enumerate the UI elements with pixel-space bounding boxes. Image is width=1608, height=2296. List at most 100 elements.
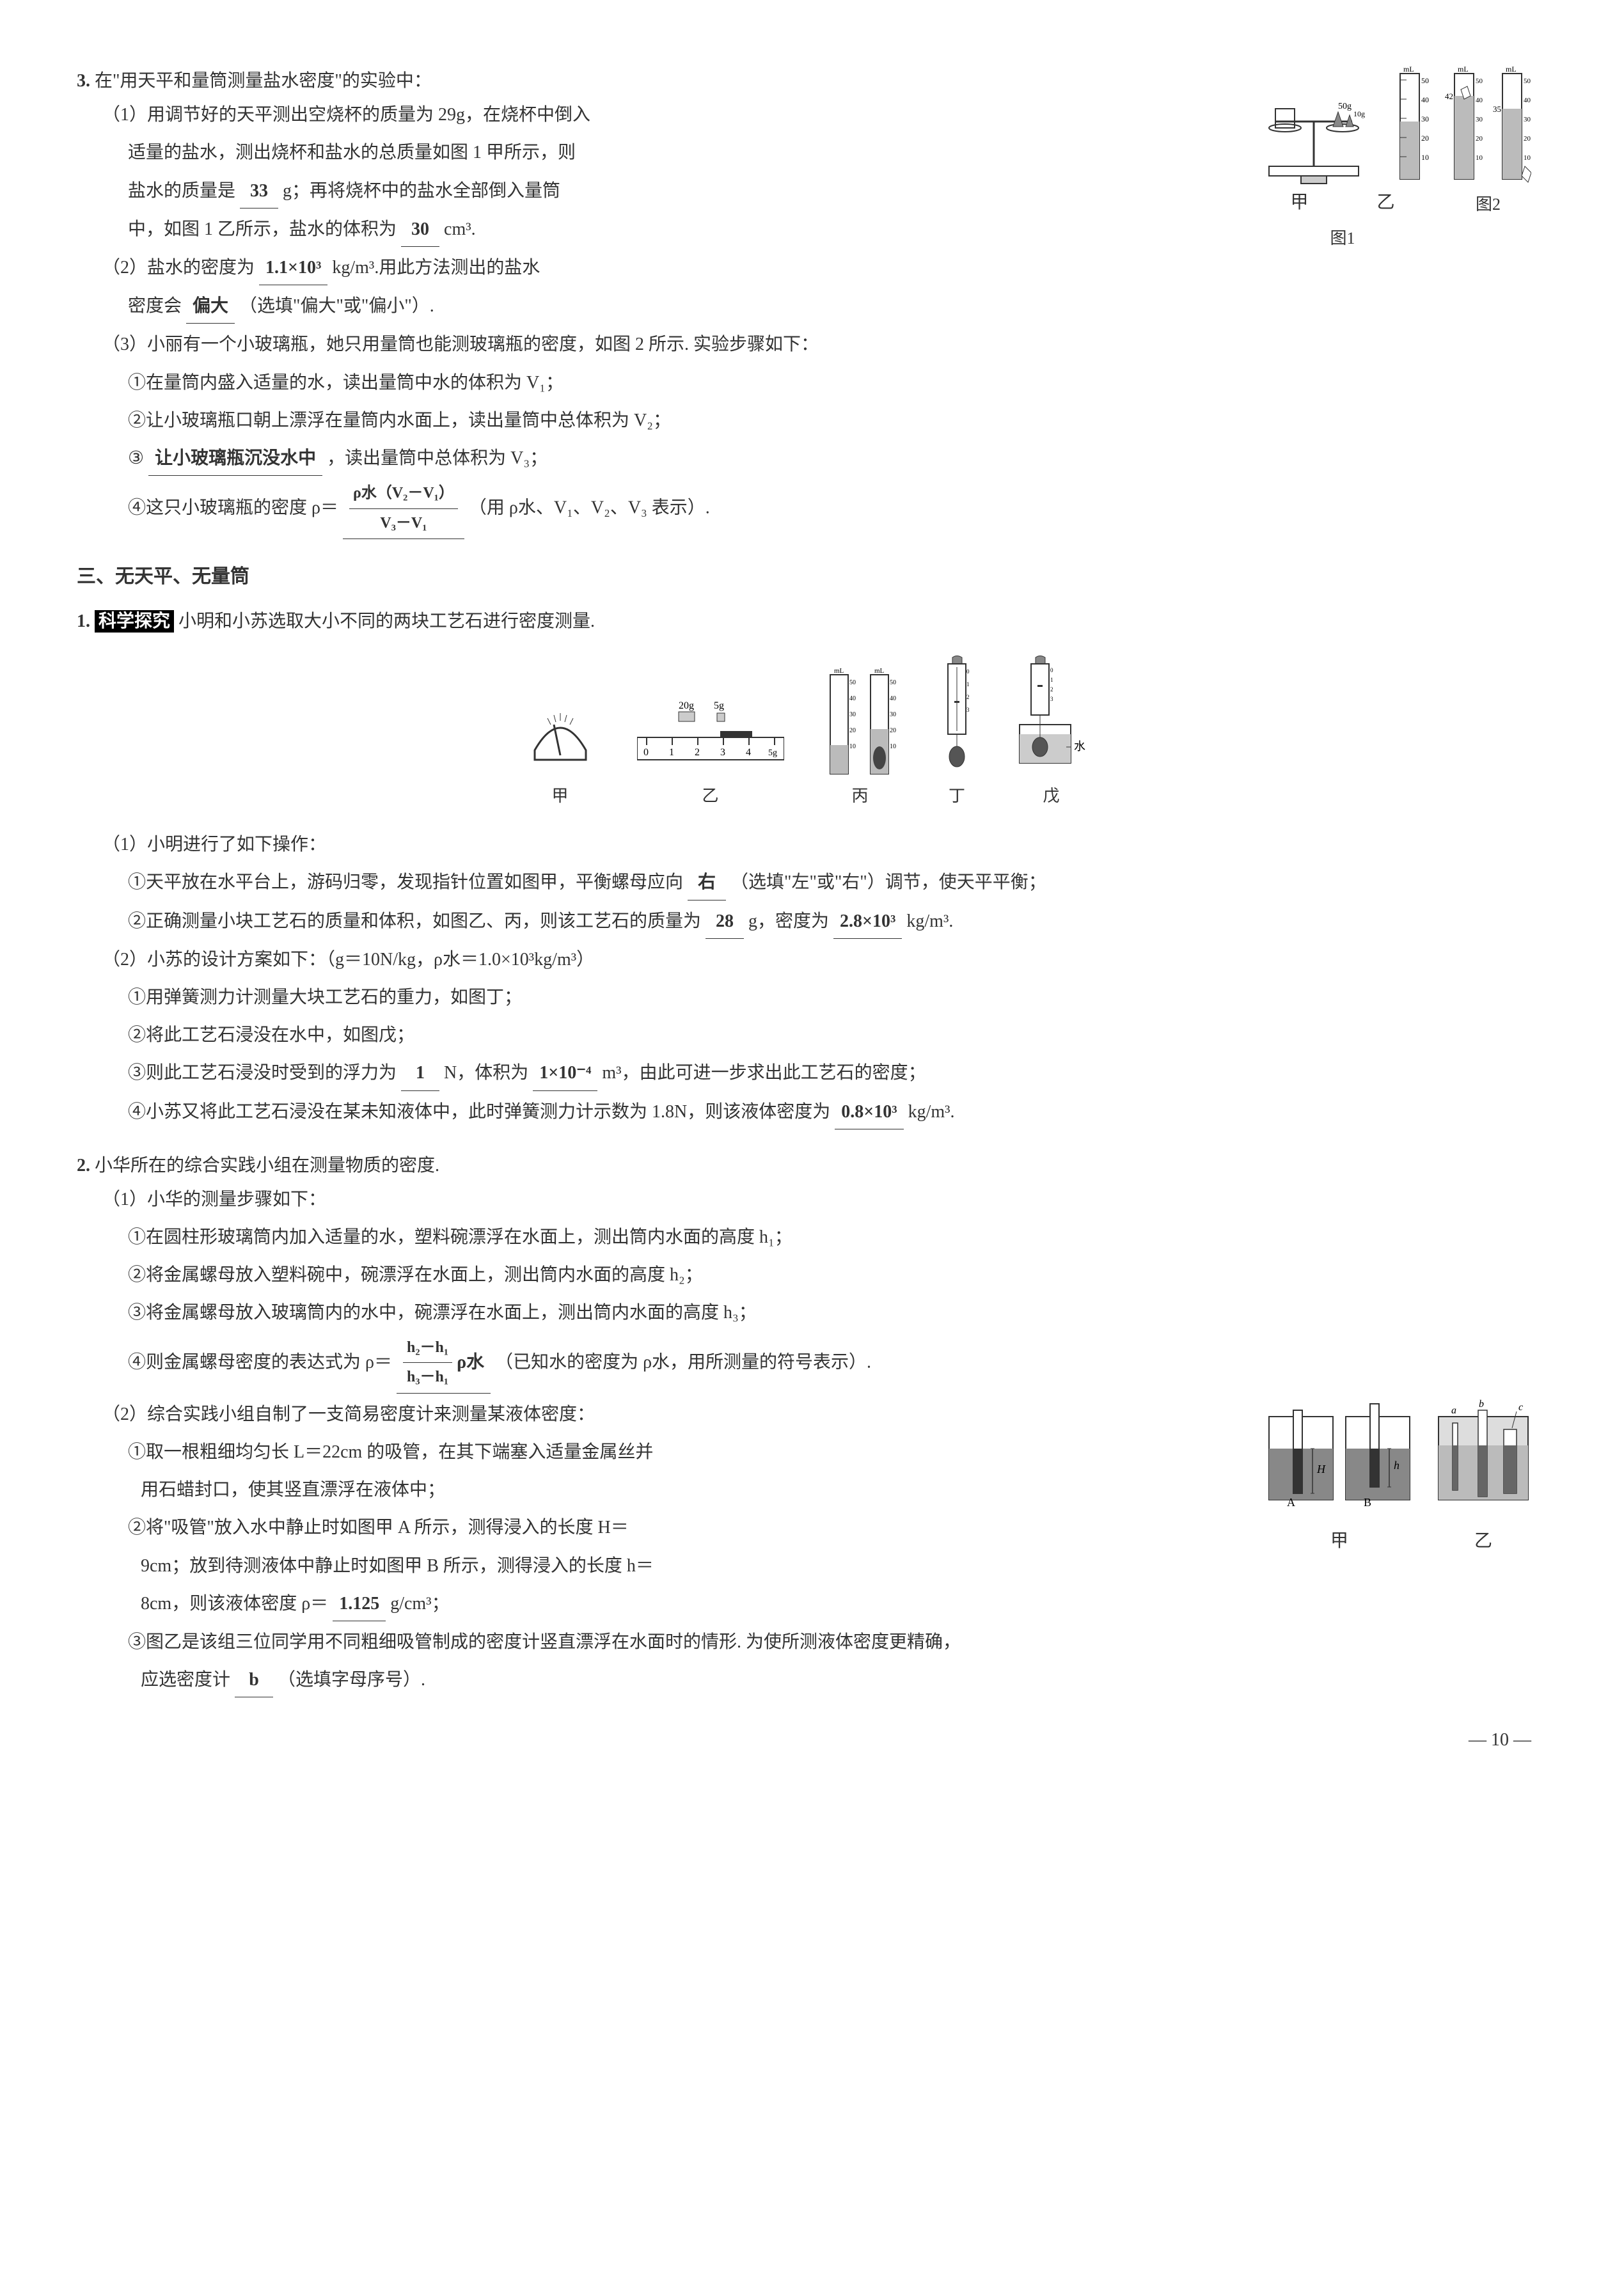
svg-text:mL: mL xyxy=(1506,65,1517,74)
svg-text:40: 40 xyxy=(1476,97,1483,104)
q3-p3-2: ②让小玻璃瓶口朝上漂浮在量筒内水面上，读出量筒中总体积为 V₂； xyxy=(128,404,1531,437)
q3-p3-3: ③ 让小玻璃瓶沉没水中 ，读出量筒中总体积为 V₃； xyxy=(128,441,1531,476)
svg-text:0: 0 xyxy=(966,668,970,675)
q3-p3-stem: （3）小丽有一个小玻璃瓶，她只用量筒也能测玻璃瓶的密度，如图 2 所示. 实验步… xyxy=(102,327,1531,361)
q3-p3-1: ①在量筒内盛入适量的水，读出量筒中水的体积为 V₁； xyxy=(128,366,1531,400)
science-tag: 科学探究 xyxy=(95,610,174,633)
fig-yi: 20g 5g 0 1 2 3 4 5g 乙 xyxy=(637,699,784,812)
fig-label: 甲 xyxy=(1263,1524,1416,1558)
svg-text:40: 40 xyxy=(890,695,896,702)
q1-p2-2: ②将此工艺石浸没在水中，如图戊； xyxy=(128,1018,1531,1052)
text: 中，如图 1 乙所示，盐水的体积为 xyxy=(128,219,397,239)
ruler-weights-icon: 20g 5g 0 1 2 3 4 5g xyxy=(637,699,784,769)
blank-answer: 0.8×10³ xyxy=(835,1095,903,1129)
q2-p2-3a: ③图乙是该组三位同学用不同粗细吸管制成的密度计竖直漂浮在水面时的情形. 为使所测… xyxy=(128,1625,1531,1659)
svg-text:2: 2 xyxy=(966,694,970,700)
q2-p1-1: ①在圆柱形玻璃筒内加入适量的水，塑料碗漂浮在水面上，测出筒内水面的高度 h₁； xyxy=(128,1220,1531,1254)
water-label: 水 xyxy=(1074,740,1085,753)
blank-answer: 33 xyxy=(240,174,278,208)
svg-text:10: 10 xyxy=(1421,153,1429,162)
q2-fig-yi: a b c 乙 xyxy=(1435,1397,1531,1558)
fig-label: 乙 xyxy=(1376,185,1394,219)
svg-text:20g: 20g xyxy=(679,700,694,711)
blank-answer: 右 xyxy=(688,865,726,900)
svg-text:3: 3 xyxy=(966,707,970,713)
fig-label: 甲 xyxy=(522,780,599,812)
section-3-title: 三、无天平、无量筒 xyxy=(77,558,1531,595)
svg-text:a: a xyxy=(1451,1405,1456,1416)
svg-text:20: 20 xyxy=(890,727,896,734)
text: ，读出量筒中总体积为 V₃； xyxy=(327,448,548,468)
q2-p1-stem: （1）小华的测量步骤如下： xyxy=(102,1183,1531,1216)
question-3: 50g 10g mL 50 40 30 20 10 xyxy=(77,64,1531,539)
q1-p2-4: ④小苏又将此工艺石浸没在某未知液体中，此时弹簧测力计示数为 1.8N，则该液体密… xyxy=(128,1095,1531,1129)
text: 盐水的质量是 xyxy=(128,181,235,201)
fig-caption: 图2 xyxy=(1445,189,1531,220)
q1-p2-1: ①用弹簧测力计测量大块工艺石的重力，如图丁； xyxy=(128,980,1531,1014)
fig-label: 乙 xyxy=(637,780,784,812)
text: ④小苏又将此工艺石浸没在某未知液体中，此时弹簧测力计示数为 1.8N，则该液体密… xyxy=(128,1102,830,1122)
svg-text:H: H xyxy=(1316,1463,1326,1475)
frac-suffix: ρ水 xyxy=(457,1352,484,1372)
fig-ding: 0123 丁 xyxy=(936,654,978,812)
frac-num: ρ水（V₂－V₁） xyxy=(349,479,458,509)
svg-text:35: 35 xyxy=(1493,104,1501,114)
svg-text:1: 1 xyxy=(669,747,674,758)
text: （选填"偏大"或"偏小"）. xyxy=(239,296,434,316)
blank-answer: 30 xyxy=(401,212,439,247)
question-1: 1. 科学探究 小明和小苏选取大小不同的两块工艺石进行密度测量. 甲 20g 5… xyxy=(77,604,1531,1129)
fig-label: 戊 xyxy=(1016,780,1087,812)
page-number: — 10 — xyxy=(77,1723,1531,1757)
blank-answer: 偏大 xyxy=(186,289,235,324)
svg-text:10: 10 xyxy=(890,743,896,750)
text: 密度会 xyxy=(128,296,182,316)
text: （选填"左"或"右"）调节，使天平平衡； xyxy=(730,872,1046,892)
svg-text:0: 0 xyxy=(643,747,649,758)
q-text: 在"用天平和量筒测量盐水密度"的实验中： xyxy=(95,71,432,91)
blank-answer: 2.8×10³ xyxy=(833,904,902,939)
text: 应选密度计 xyxy=(141,1670,230,1690)
q3-figures-right: 50g 10g mL 50 40 30 20 10 xyxy=(1256,64,1531,255)
svg-text:1: 1 xyxy=(1050,677,1053,683)
cylinder-b-icon: mL 5040302010 xyxy=(863,665,898,780)
svg-text:1: 1 xyxy=(966,681,970,688)
text: g；再将烧杯中的盐水全部倒入量筒 xyxy=(283,181,560,201)
q2-stem: 2. 小华所在的综合实践小组在测量物质的密度. xyxy=(77,1149,1531,1183)
svg-text:40: 40 xyxy=(849,695,856,702)
svg-text:40: 40 xyxy=(1524,97,1531,104)
q-text: 小华所在的综合实践小组在测量物质的密度. xyxy=(95,1156,439,1176)
blank-answer: 1.1×10³ xyxy=(259,251,327,285)
text: ③ xyxy=(128,448,144,468)
fig-label: 丙 xyxy=(823,780,898,812)
svg-text:20: 20 xyxy=(1524,135,1531,143)
text: m³，由此可进一步求出此工艺石的密度； xyxy=(602,1063,926,1083)
svg-text:40: 40 xyxy=(1421,95,1429,104)
q1-figure-row: 甲 20g 5g 0 1 2 3 4 5g xyxy=(77,654,1531,812)
fig-jia: 甲 xyxy=(522,699,599,812)
fig-caption: 图1 xyxy=(1256,223,1429,254)
svg-text:A: A xyxy=(1287,1496,1295,1509)
blank-answer: 28 xyxy=(705,904,744,939)
text: （已知水的密度为 ρ水，用所测量的符号表示）. xyxy=(495,1352,871,1372)
svg-text:30: 30 xyxy=(849,711,856,718)
blank-answer: 让小玻璃瓶沉没水中 xyxy=(148,441,322,476)
text: （2）盐水的密度为 xyxy=(102,258,255,278)
cylinder-2a-icon: mL 42 50 40 30 20 10 xyxy=(1445,64,1483,185)
q2-p1-3: ③将金属螺母放入玻璃筒内的水中，碗漂浮在水面上，测出筒内水面的高度 h₃； xyxy=(128,1296,1531,1330)
q3-p2-line: 密度会 偏大 （选填"偏大"或"偏小"）. xyxy=(128,289,1531,324)
q2-p2-3b: 应选密度计 b （选填字母序号）. xyxy=(141,1663,1531,1697)
svg-text:h: h xyxy=(1394,1459,1399,1472)
svg-text:2: 2 xyxy=(695,747,700,758)
fig-label: 乙 xyxy=(1435,1524,1531,1558)
svg-text:2: 2 xyxy=(1050,686,1053,693)
text: ④这只小玻璃瓶的密度 ρ＝ xyxy=(128,498,338,518)
svg-text:0: 0 xyxy=(1050,667,1053,673)
svg-text:mL: mL xyxy=(1458,65,1469,74)
q1-p2-stem: （2）小苏的设计方案如下：（g＝10N/kg，ρ水＝1.0×10³kg/m³） xyxy=(102,943,1531,977)
svg-text:50: 50 xyxy=(1421,76,1429,85)
svg-text:30: 30 xyxy=(1476,116,1483,123)
spring-scale-1-icon: 0 1 2 3 xyxy=(936,654,978,769)
text: ④则金属螺母密度的表达式为 ρ＝ xyxy=(128,1352,392,1372)
text: kg/m³. xyxy=(908,1102,955,1122)
svg-text:4: 4 xyxy=(746,747,751,758)
